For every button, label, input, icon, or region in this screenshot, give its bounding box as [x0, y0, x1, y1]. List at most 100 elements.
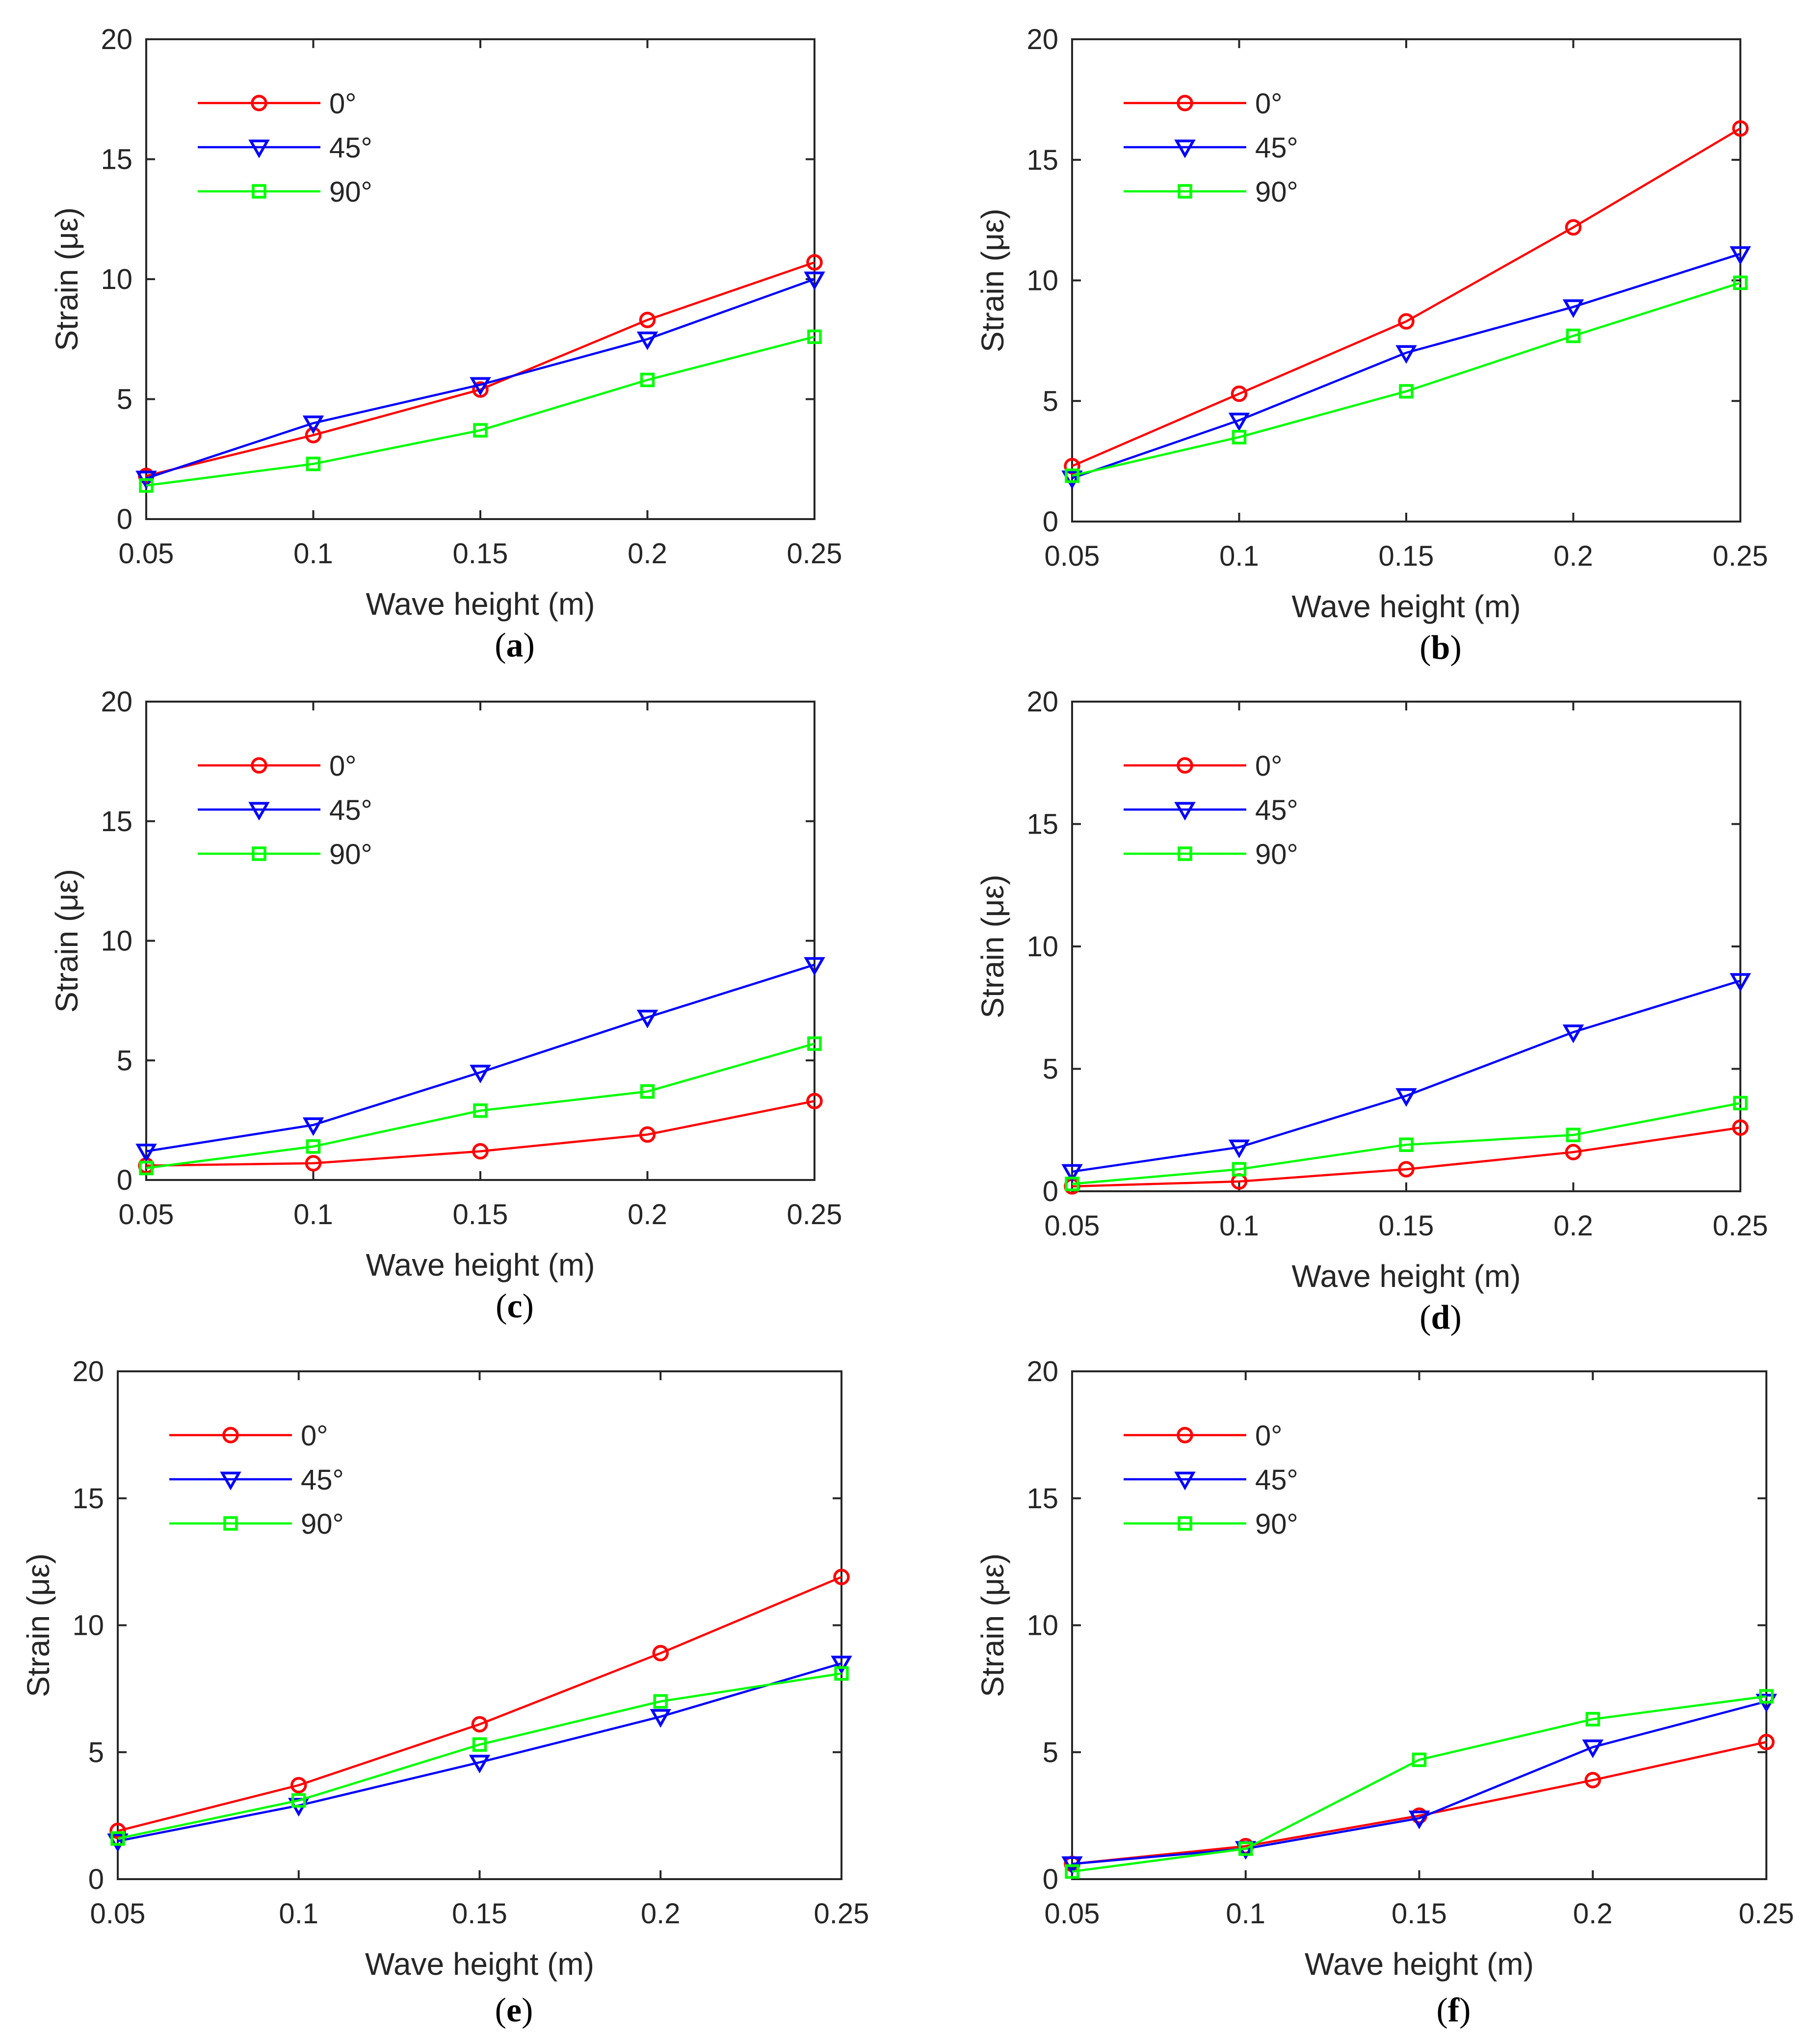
x-tick-label: 0.2: [1573, 1898, 1613, 1930]
legend-label: 90°: [1255, 839, 1298, 870]
series-line: [1072, 253, 1741, 479]
x-tick-label: 0.05: [119, 1199, 174, 1231]
x-tick-label: 0.05: [1045, 1898, 1100, 1930]
series-line: [146, 1100, 815, 1167]
series-2: [139, 329, 822, 493]
data-point: [1730, 246, 1751, 265]
data-point: [1408, 1810, 1430, 1830]
x-tick-label: 0.15: [1392, 1898, 1447, 1930]
data-point: [290, 1777, 307, 1794]
data-point: [472, 1737, 487, 1752]
caption-paren: ): [523, 1287, 534, 1325]
x-tick-label: 0.2: [1553, 1210, 1593, 1242]
data-point: [639, 312, 656, 328]
series-line: [1072, 1695, 1767, 1873]
series-0: [138, 1093, 823, 1174]
data-point: [1733, 275, 1748, 290]
series-2: [139, 1036, 822, 1176]
chart-panel-e: 0 5 10 15 20 0.05 0.1 0.15 0.2 0.25 Wave height (m…: [21, 1356, 869, 2029]
caption-paren: (: [1437, 1992, 1448, 2029]
legend-label: 0°: [301, 1420, 328, 1452]
data-point: [306, 1139, 321, 1154]
data-point: [1228, 413, 1250, 432]
data-point: [1412, 1753, 1427, 1767]
y-axis-label: Strain (με): [49, 869, 84, 1013]
x-tick-label: 0.1: [293, 538, 333, 570]
caption-paren: (: [495, 627, 506, 664]
data-point: [1065, 468, 1079, 483]
y-tick-label: 15: [101, 806, 132, 838]
caption-letter: d: [1431, 1299, 1450, 1336]
y-tick-label: 20: [1026, 1356, 1058, 1388]
x-tick-label: 0.15: [452, 1898, 507, 1930]
legend-marker: [222, 1427, 239, 1443]
y-tick-label: 15: [1026, 144, 1058, 176]
legend: 0° 45° 90°: [1124, 88, 1298, 208]
chart-panel-b: 0 5 10 15 20 0.05 0.1 0.15 0.2 0.25 Wave height (m…: [975, 24, 1768, 667]
data-point: [1061, 471, 1083, 490]
data-point: [302, 1117, 324, 1136]
series-line: [1072, 1700, 1767, 1865]
data-point: [653, 1694, 668, 1709]
series-line: [1072, 127, 1741, 468]
data-point: [640, 372, 655, 388]
legend: 0° 45° 90°: [1124, 750, 1298, 870]
legend-marker: [1177, 757, 1193, 774]
series-1: [1061, 246, 1751, 490]
data-point: [1565, 1144, 1582, 1160]
legend-marker: [251, 757, 267, 774]
y-axis-label: Strain (με): [975, 1553, 1010, 1697]
y-tick-label: 10: [1026, 931, 1058, 963]
legend: 0° 45° 90°: [169, 1420, 344, 1540]
data-point: [1232, 430, 1247, 445]
legend-marker: [1177, 95, 1193, 111]
y-tick-label: 5: [1043, 1053, 1058, 1085]
legend-marker: [1178, 1516, 1192, 1531]
caption-paren: (: [1419, 1299, 1431, 1336]
data-point: [1732, 1119, 1749, 1136]
y-tick-label: 5: [1043, 385, 1058, 417]
data-point: [305, 1155, 322, 1172]
legend-label: 0°: [1255, 88, 1282, 120]
x-tick-label: 0.15: [1379, 540, 1434, 572]
data-point: [639, 1126, 656, 1143]
series-line: [146, 964, 815, 1153]
data-point: [473, 423, 488, 438]
series-2: [1065, 275, 1748, 483]
caption-letter: e: [506, 1992, 522, 2029]
x-tick-label: 0.25: [1713, 1210, 1768, 1242]
plot-frame: [1071, 701, 1741, 1192]
legend-marker: [1178, 184, 1192, 199]
series-2: [1065, 1096, 1748, 1191]
caption-letter: b: [1431, 629, 1450, 667]
y-tick-label: 0: [117, 1164, 132, 1196]
series-line: [1072, 1127, 1741, 1188]
y-tick-label: 0: [117, 503, 132, 535]
y-axis-label: Strain (με): [975, 209, 1010, 352]
y-tick-label: 10: [1026, 1610, 1058, 1642]
data-point: [1584, 1772, 1601, 1788]
series-line: [117, 1662, 842, 1842]
y-tick-label: 5: [117, 1045, 132, 1076]
x-tick-label: 0.2: [1553, 540, 1593, 572]
y-tick-label: 15: [101, 144, 132, 176]
x-axis-label: Wave height (m): [1305, 1946, 1534, 1982]
caption-paren: ): [524, 627, 535, 664]
series-line: [1072, 1102, 1741, 1185]
x-tick-label: 0.25: [1739, 1898, 1794, 1930]
series-0: [109, 1569, 850, 1839]
x-tick-label: 0.1: [279, 1898, 318, 1930]
y-axis-label: Strain (με): [975, 875, 1010, 1019]
legend-label: 45°: [329, 794, 372, 826]
legend: 0° 45° 90°: [198, 750, 372, 870]
caption-paren: ): [522, 1992, 533, 2029]
y-tick-label: 0: [88, 1863, 104, 1895]
data-point: [135, 1144, 157, 1163]
caption-letter: c: [507, 1287, 522, 1325]
chart-panel-c: 0 5 10 15 20 0.05 0.1 0.15 0.2 0.25 Wave height (m…: [49, 686, 842, 1325]
series-1: [135, 957, 825, 1163]
legend-label: 90°: [1255, 1508, 1298, 1540]
series-2: [110, 1666, 849, 1846]
legend-marker: [252, 846, 266, 861]
panel-caption: (e): [495, 1992, 533, 2029]
